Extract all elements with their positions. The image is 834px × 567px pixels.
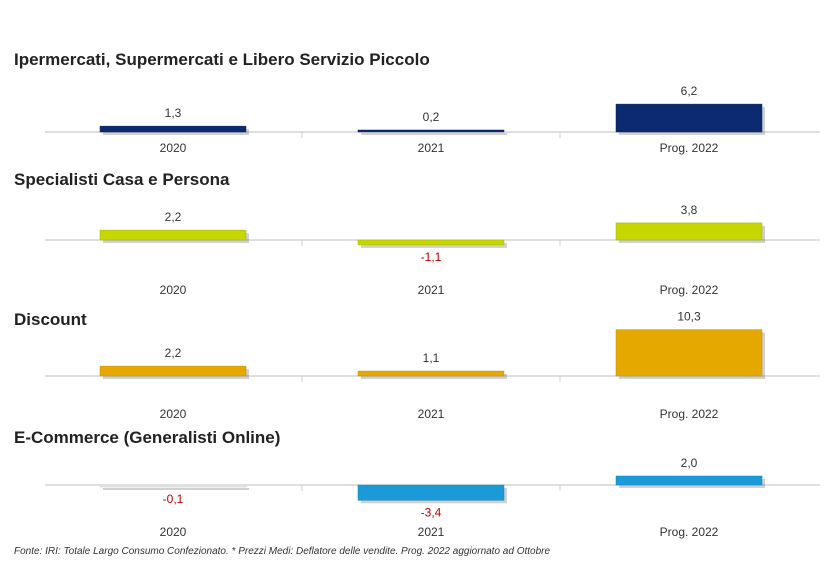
- bar-shadow: [361, 133, 507, 135]
- bar-shadow: [361, 374, 507, 379]
- category-label: 2021: [418, 525, 445, 539]
- bar-2021: [357, 484, 505, 501]
- bar-2020: [99, 365, 247, 377]
- category-label: 2020: [160, 525, 187, 539]
- data-label: 1,1: [423, 351, 440, 365]
- category-label: 2020: [160, 141, 187, 155]
- data-label: -1,1: [421, 250, 442, 264]
- data-label: 2,2: [165, 346, 182, 360]
- chart-title: Specialisti Casa e Persona: [14, 170, 230, 189]
- category-label: 2021: [418, 283, 445, 297]
- category-label: Prog. 2022: [660, 283, 719, 297]
- category-label: Prog. 2022: [660, 525, 719, 539]
- chart-title: E-Commerce (Generalisti Online): [14, 428, 280, 447]
- category-label: 2020: [160, 407, 187, 421]
- chart-panel-3: Discount 2,2 2020 1,1 2021 10,3 Prog. 2022: [14, 310, 820, 421]
- bar-2020: [99, 229, 247, 241]
- bar-2021: [357, 129, 505, 133]
- data-label: 0,2: [423, 110, 440, 124]
- bar-shadow: [103, 488, 249, 490]
- data-label: -3,4: [421, 505, 442, 519]
- category-label: Prog. 2022: [660, 407, 719, 421]
- bar-prog-2022: [615, 475, 763, 486]
- chart-title: Discount: [14, 310, 87, 329]
- data-label: -0,1: [163, 492, 184, 506]
- chart-title: Ipermercati, Supermercati e Libero Servi…: [14, 50, 430, 69]
- category-label: 2021: [418, 141, 445, 155]
- footnote: Fonte: IRI: Totale Largo Consumo Confezi…: [14, 546, 551, 557]
- bar-shadow: [361, 243, 507, 248]
- data-label: 3,8: [681, 203, 698, 217]
- data-label: 2,2: [165, 210, 182, 224]
- bar-2021: [357, 239, 505, 246]
- bar-prog-2022: [615, 222, 763, 241]
- category-label: 2021: [418, 407, 445, 421]
- category-label: 2020: [160, 283, 187, 297]
- chart-panel-1: Ipermercati, Supermercati e Libero Servi…: [14, 50, 820, 155]
- data-label: 6,2: [681, 84, 698, 98]
- bar-2020: [99, 484, 247, 488]
- data-label: 10,3: [677, 310, 701, 324]
- data-label: 1,3: [165, 106, 182, 120]
- data-label: 2,0: [681, 456, 698, 470]
- bar-prog-2022: [615, 329, 763, 377]
- bar-2021: [357, 370, 505, 377]
- category-label: Prog. 2022: [660, 141, 719, 155]
- chart-panel-2: Specialisti Casa e Persona 2,2 2020 -1,1 202…: [14, 170, 820, 297]
- bar-prog-2022: [615, 103, 763, 133]
- bar-2020: [99, 125, 247, 133]
- chart-panel-4: E-Commerce (Generalisti Online) -0,1 2020 -…: [14, 428, 820, 539]
